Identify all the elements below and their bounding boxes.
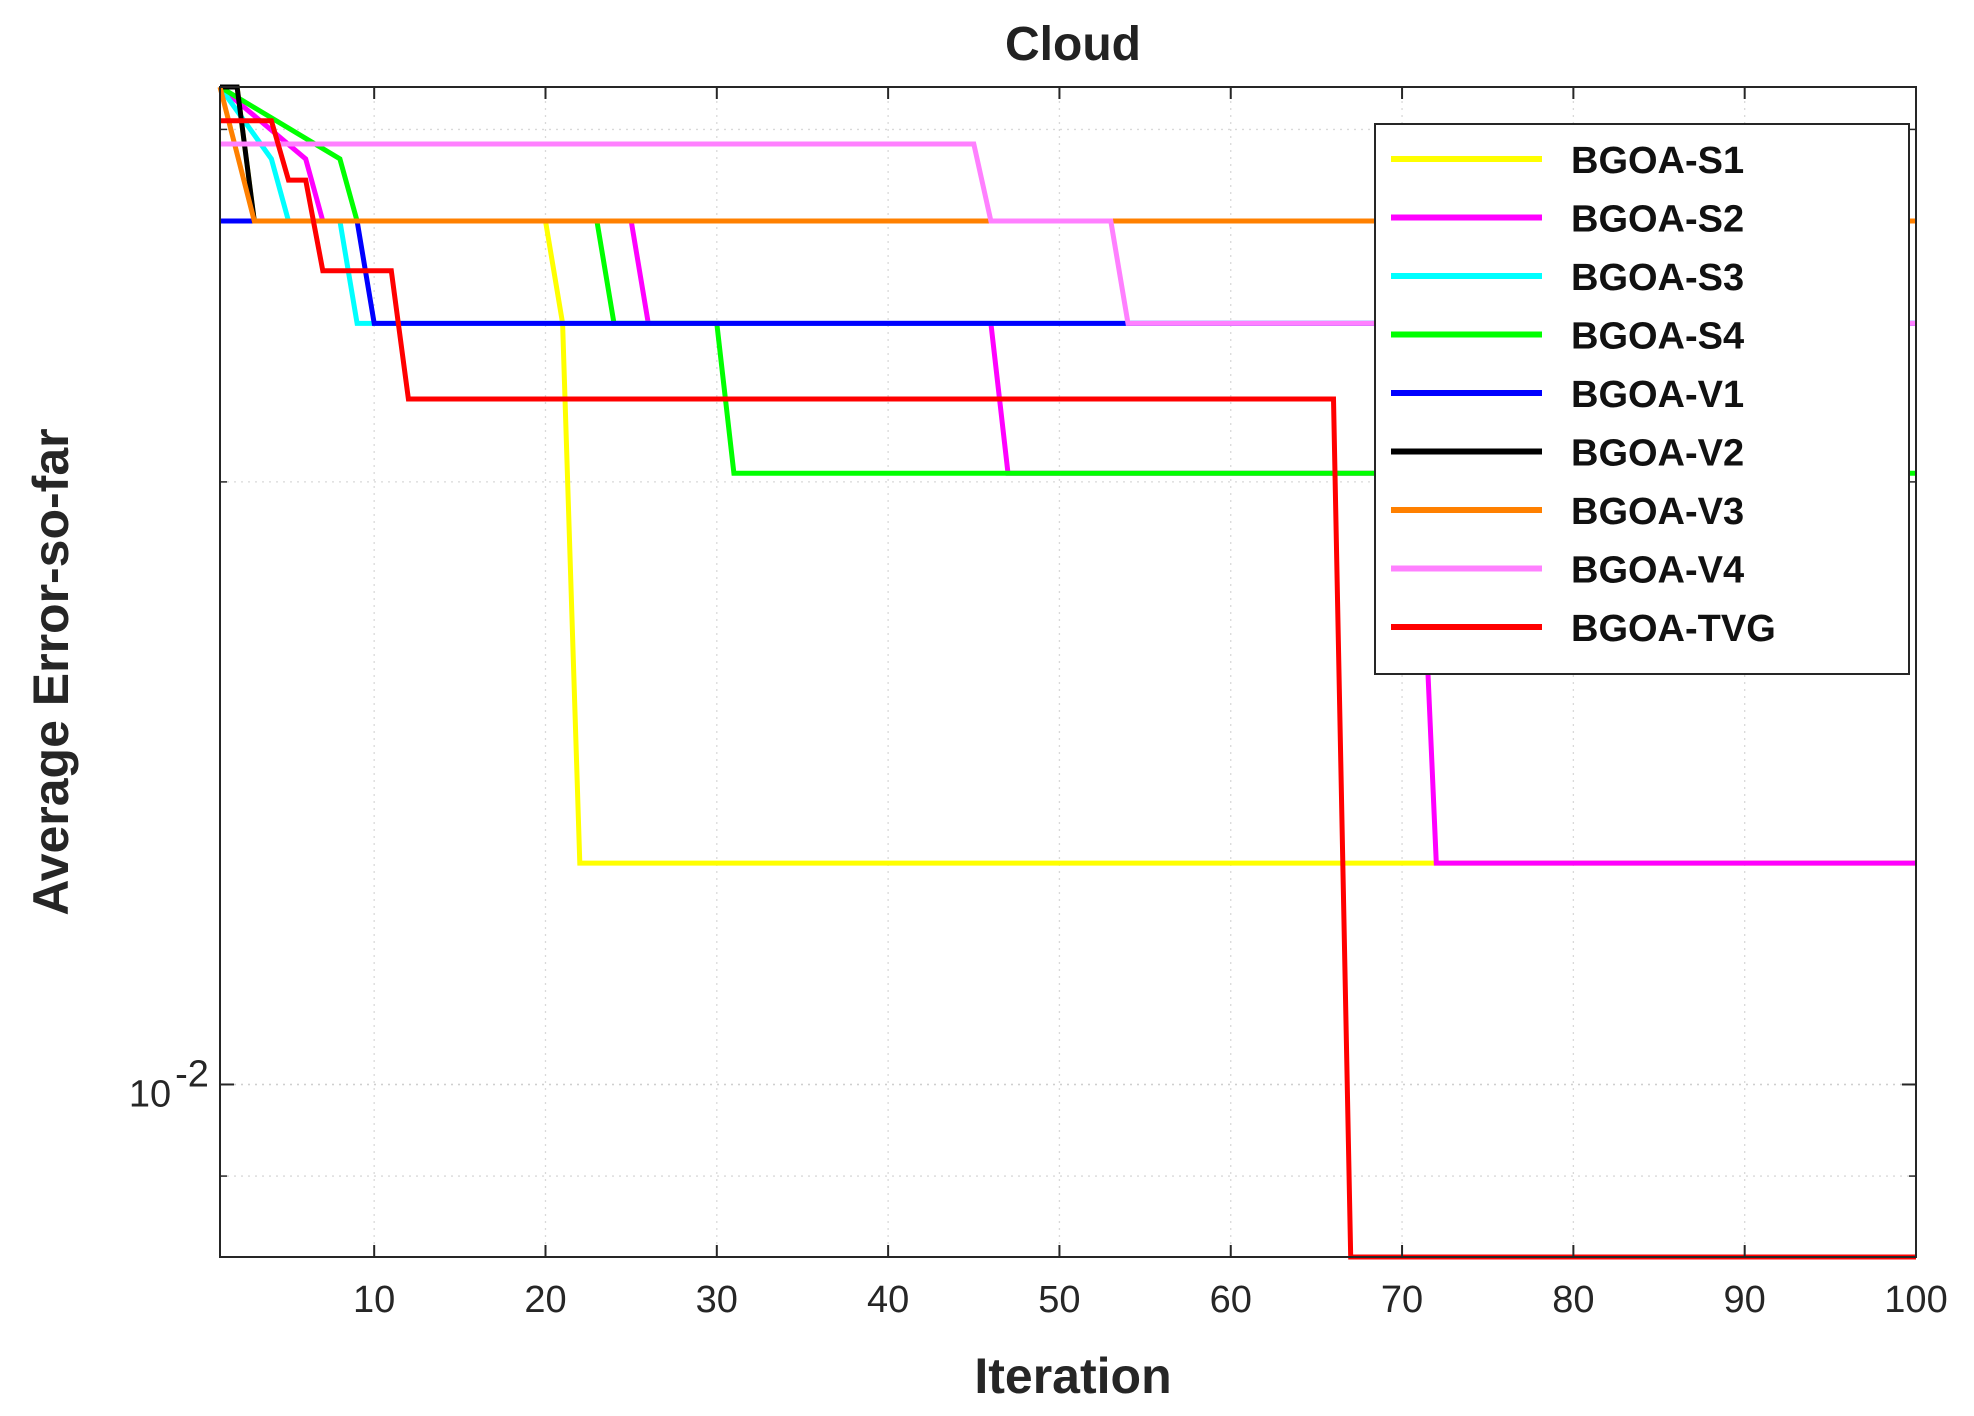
x-axis-label: Iteration [974, 1348, 1171, 1404]
x-tick-label: 40 [867, 1279, 909, 1321]
legend-entry: BGOA-V3 [1571, 491, 1744, 533]
x-tick-label: 10 [353, 1279, 395, 1321]
x-tick-label: 80 [1552, 1279, 1594, 1321]
y-tick-label-base: 10 [129, 1073, 171, 1115]
legend: BGOA-S1 BGOA-S2 BGOA-S3 BGOA-S4 BGOA-V1 BGOA-… [1374, 123, 1910, 675]
legend-entry: BGOA-V1 [1571, 374, 1744, 416]
y-tick-label-exponent: -2 [175, 1053, 209, 1095]
x-tick-label: 30 [696, 1279, 738, 1321]
y-axis-label: Average Error-so-far [23, 428, 79, 915]
legend-entry: BGOA-V4 [1571, 550, 1744, 592]
x-tick-label: 60 [1210, 1279, 1252, 1321]
series-line-bgoa-tvg [220, 118, 1916, 1260]
legend-entry: BGOA-S2 [1571, 199, 1744, 241]
x-tick-label: 70 [1381, 1279, 1423, 1321]
x-tick-label: 20 [524, 1279, 566, 1321]
x-tick-label: 100 [1884, 1279, 1947, 1321]
legend-entry: BGOA-TVG [1571, 608, 1776, 650]
x-tick-label: 50 [1038, 1279, 1080, 1321]
legend-entry: BGOA-S1 [1571, 140, 1744, 182]
chart-title: Cloud [1005, 18, 1141, 71]
series-line-bgoa-s4 [218, 84, 1916, 476]
series-line-bgoa-v3 [217, 86, 1916, 224]
plot-frame [219, 86, 1917, 1258]
legend-entry: BGOA-S3 [1571, 257, 1744, 299]
legend-entry: BGOA-S4 [1571, 316, 1744, 358]
series-line-bgoa-v4 [220, 141, 1916, 326]
x-tick-label: 90 [1724, 1279, 1766, 1321]
legend-entry: BGOA-V2 [1571, 433, 1744, 475]
